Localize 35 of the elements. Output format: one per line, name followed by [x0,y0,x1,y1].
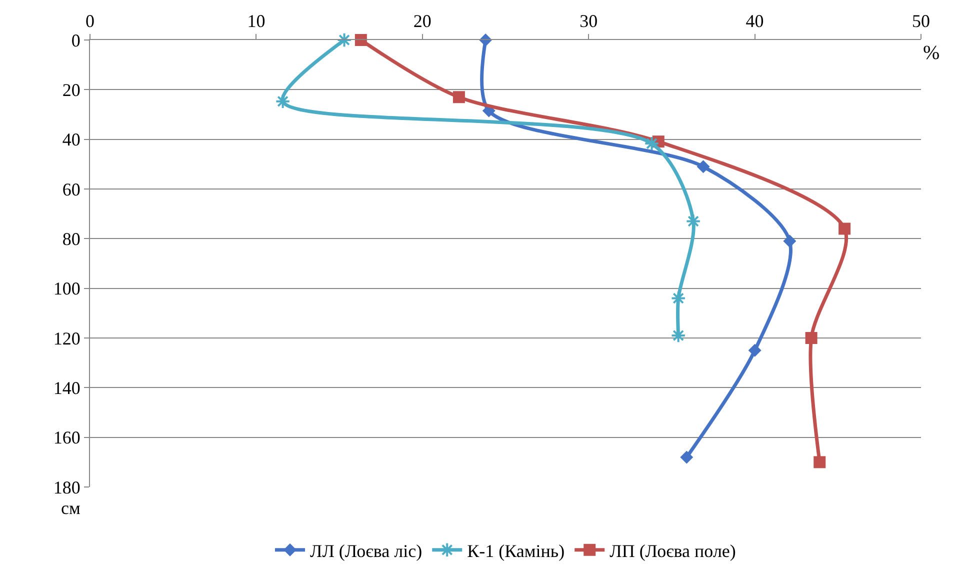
y-tick-label: 0 [71,30,80,50]
x-tick-label: 0 [86,10,94,31]
y-tick-label: 40 [62,130,80,150]
point [783,234,796,248]
point [814,456,826,468]
point [680,450,694,464]
y-tick-label: 120 [53,328,80,348]
point [354,34,367,46]
x-tick-label: 10 [247,10,266,31]
y-tick-label: 80 [62,228,80,249]
point [452,91,465,104]
point [275,94,290,109]
legend-label: К-1 (Камінь) [467,540,565,561]
y-tick-label: 140 [53,378,80,398]
point [336,32,352,48]
x-tick-label: 50 [912,10,930,31]
point [670,290,686,306]
legend-label: ЛЛ (Лоєва ліс) [310,540,422,561]
legend-label: ЛП (Лоєва поле) [610,540,736,561]
y-tick-label: 60 [62,179,80,200]
point [748,344,762,357]
point [686,214,701,229]
point [644,136,660,152]
x-tick-label: 30 [580,10,598,31]
y-tick-label: 160 [53,428,80,448]
y-tick-label: 20 [62,80,80,100]
point [838,222,851,235]
point [805,332,818,344]
x-tick-label: 40 [746,10,764,31]
y-tick-label: 180 [53,477,80,498]
y-axis-title: см [61,498,80,518]
point [696,160,710,174]
x-tick-label: 20 [413,10,432,31]
y-tick-label: 100 [53,278,80,299]
x-axis-title: % [923,42,940,64]
